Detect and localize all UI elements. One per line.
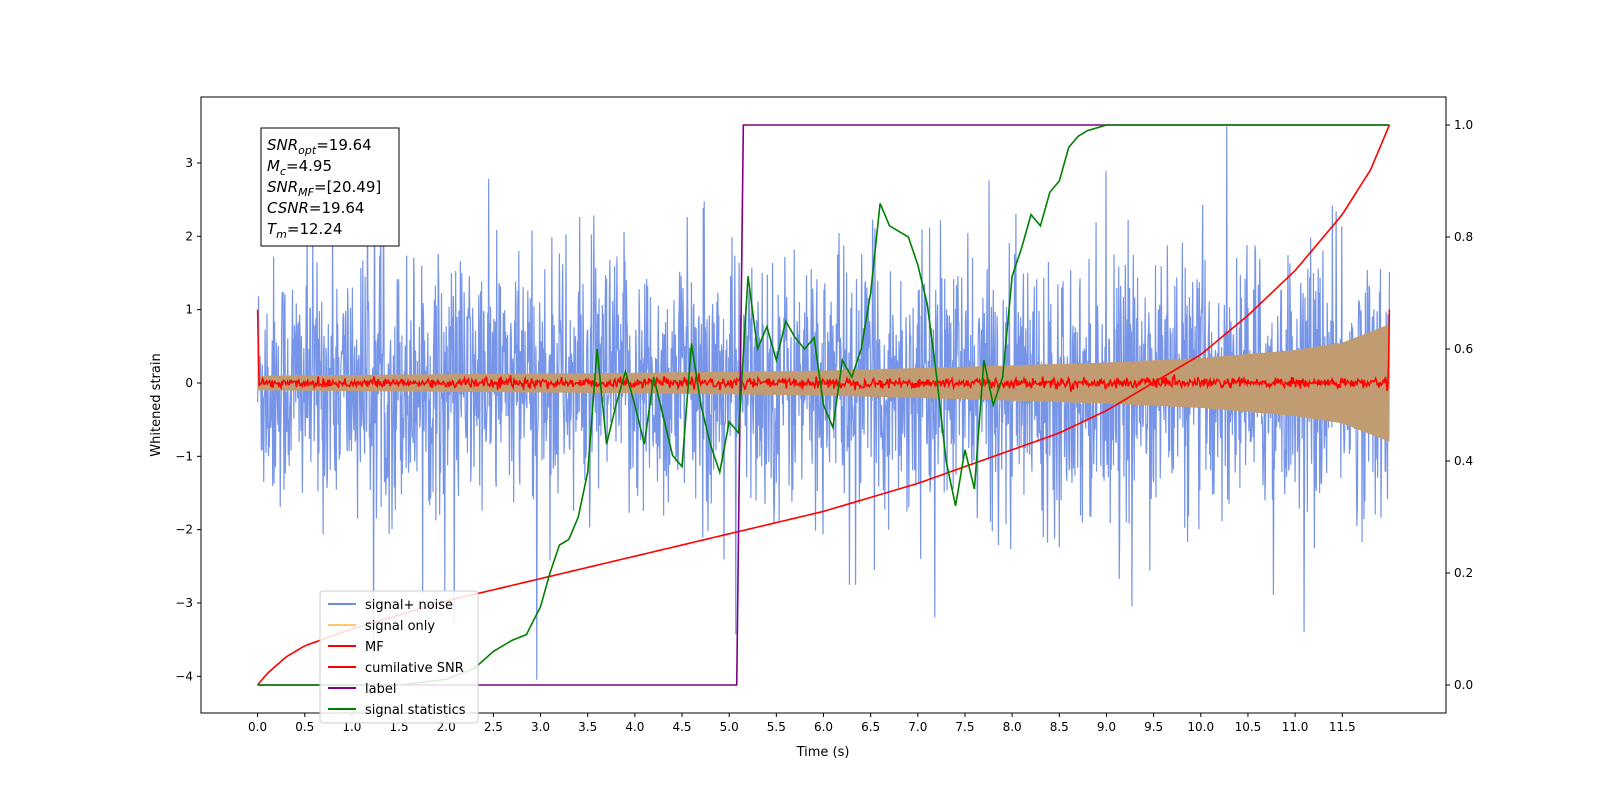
x-tick-label: 5.0 <box>720 720 739 734</box>
x-tick-label: 3.5 <box>578 720 597 734</box>
y-left-tick-label: −4 <box>175 669 193 683</box>
annotation-line: CSNR=19.64 <box>267 199 364 217</box>
annotation-line: Mc=4.95 <box>267 157 332 178</box>
x-tick-label: 3.0 <box>531 720 550 734</box>
x-tick-label: 6.5 <box>861 720 880 734</box>
x-tick-label: 8.5 <box>1050 720 1069 734</box>
x-tick-label: 4.5 <box>672 720 691 734</box>
x-tick-label: 7.0 <box>908 720 927 734</box>
legend-item-label: signal statistics <box>365 703 466 718</box>
x-tick-label: 0.0 <box>248 720 267 734</box>
legend-item-label: signal+ noise <box>365 598 453 613</box>
legend-item-label: cumilative SNR <box>365 661 464 676</box>
y-left-tick-label: 0 <box>185 376 193 390</box>
series-signal-only <box>257 324 1390 442</box>
x-tick-label: 11.5 <box>1329 720 1356 734</box>
annotation-box: SNRopt=19.64Mc=4.95SNRMF=[20.49]CSNR=19.… <box>260 127 400 247</box>
annotation-line: SNRopt=19.64 <box>267 136 372 157</box>
x-tick-label: 9.5 <box>1144 720 1163 734</box>
y-right-tick-label: 1.0 <box>1454 118 1473 132</box>
x-tick-label: 0.5 <box>295 720 314 734</box>
x-axis-label: Time (s) <box>796 745 850 760</box>
x-tick-label: 2.5 <box>484 720 503 734</box>
x-tick-label: 10.5 <box>1235 720 1262 734</box>
y-axis-label-left: Whitened strain <box>149 353 164 456</box>
y-left-tick-label: −3 <box>175 596 193 610</box>
x-tick-label: 8.0 <box>1003 720 1022 734</box>
series-mf <box>256 309 1391 392</box>
y-axis-right: 1.0 0.8 0.6 0.4 0.2 0.0 <box>1446 118 1473 692</box>
x-tick-label: 7.5 <box>955 720 974 734</box>
y-left-tick-label: 1 <box>185 303 193 317</box>
annotation-line: Tm=12.24 <box>267 220 342 241</box>
legend-item-label: MF <box>365 640 384 655</box>
y-right-tick-label: 0.0 <box>1454 678 1473 692</box>
x-tick-label: 9.0 <box>1097 720 1116 734</box>
annotation-line: SNRMF=[20.49] <box>267 178 381 199</box>
x-tick-label: 11.0 <box>1282 720 1309 734</box>
legend-item-label: signal only <box>365 619 435 634</box>
x-tick-label: 4.0 <box>625 720 644 734</box>
y-right-tick-label: 0.8 <box>1454 230 1473 244</box>
legend-frame <box>319 590 479 724</box>
y-left-tick-label: 2 <box>185 229 193 243</box>
x-tick-label: 6.0 <box>814 720 833 734</box>
x-tick-label: 10.0 <box>1187 720 1214 734</box>
x-tick-label: 5.5 <box>767 720 786 734</box>
y-axis-left: 3 2 1 0 −1 −2 −3 −4 <box>175 156 201 683</box>
y-left-tick-label: −2 <box>175 523 193 537</box>
legend-item-label: label <box>365 682 396 697</box>
y-left-tick-label: 3 <box>185 156 193 170</box>
y-left-tick-label: −1 <box>175 449 193 463</box>
annotation-frame <box>260 127 400 247</box>
series-signal-statistics <box>257 124 1390 686</box>
y-right-tick-label: 0.6 <box>1454 342 1473 356</box>
y-right-tick-label: 0.4 <box>1454 454 1473 468</box>
legend: signal+ noise signal only MF cumilative SNR… <box>319 590 479 724</box>
y-right-tick-label: 0.2 <box>1454 566 1473 580</box>
